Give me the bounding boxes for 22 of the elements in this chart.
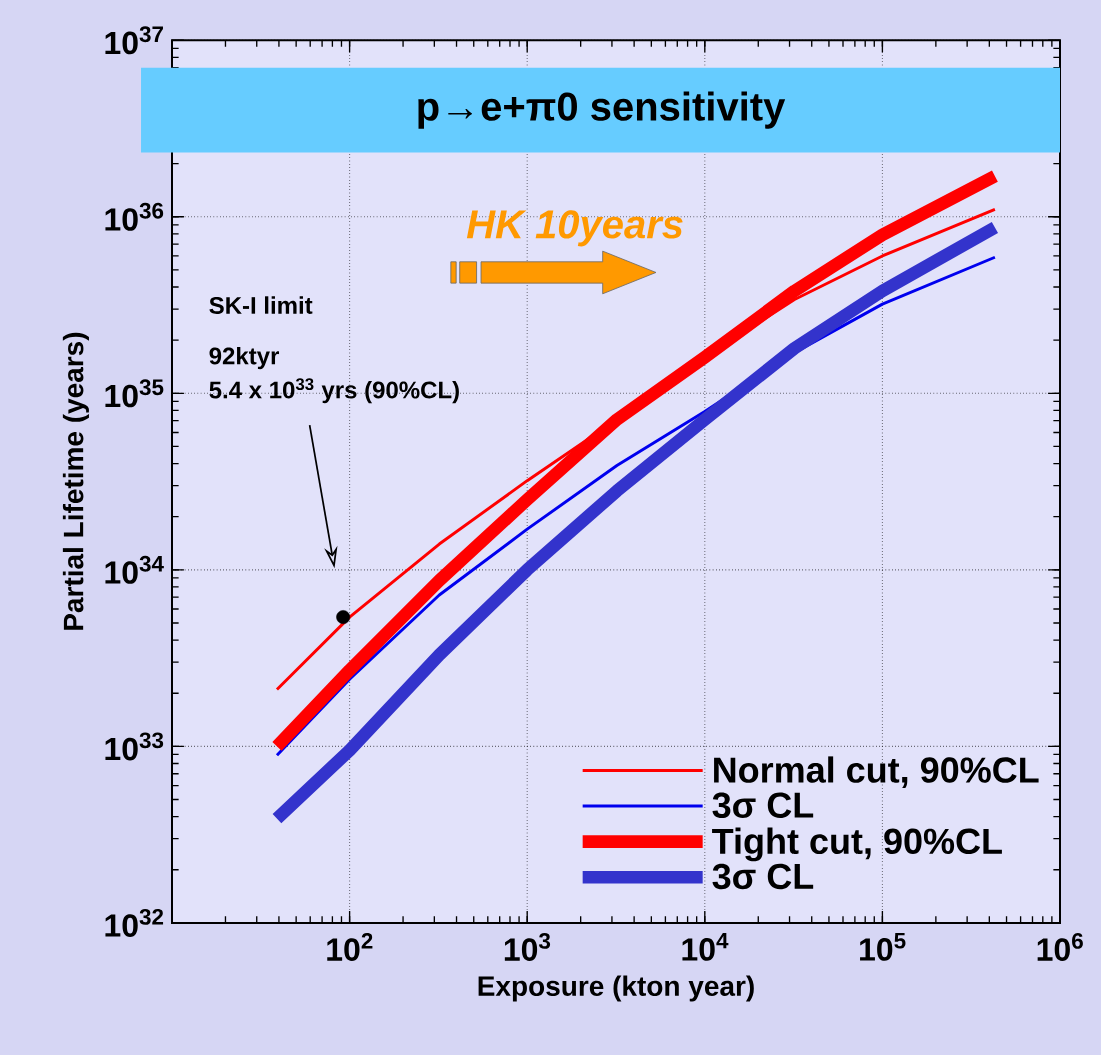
legend-label: Tight cut, 90%CL <box>712 827 1002 862</box>
text: p→e+π0 sensitivity <box>418 91 786 129</box>
y-tick-label: 10$^{34}$ <box>105 555 164 584</box>
x-tick-label: 10$^{5}$ <box>860 932 906 961</box>
y-tick-label: 10$^{32}$ <box>105 908 164 937</box>
y-axis-title: Partial Lifetime (years) <box>62 332 89 630</box>
y-tick-label: 10$^{37}$ <box>105 26 163 55</box>
legend-label: 3σ CL <box>712 792 814 819</box>
y-tick-label: 10$^{36}$ <box>105 202 164 231</box>
legend-label: 3σ CL <box>712 863 814 890</box>
y-tick-label: 10$^{33}$ <box>105 732 164 761</box>
annotation: SK-I limit <box>209 296 313 314</box>
x-axis-title: Exposure (kton year) <box>478 975 754 1002</box>
y-tick-label: 10$^{35}$ <box>105 379 164 408</box>
annotation: 5.4 x 10$^{33}$ yrs (90%CL) <box>209 378 459 404</box>
x-tick-label: 10$^{3}$ <box>504 932 551 961</box>
x-tick-label: 10$^{4}$ <box>682 932 729 961</box>
x-tick-label: 10$^{6}$ <box>1037 932 1083 961</box>
annotation: 92ktyr <box>209 346 280 370</box>
legend-label: Normal cut, 90%CL <box>714 756 1039 789</box>
annotation: HK 10years <box>466 210 683 247</box>
x-tick-label: 10$^{2}$ <box>327 932 373 961</box>
